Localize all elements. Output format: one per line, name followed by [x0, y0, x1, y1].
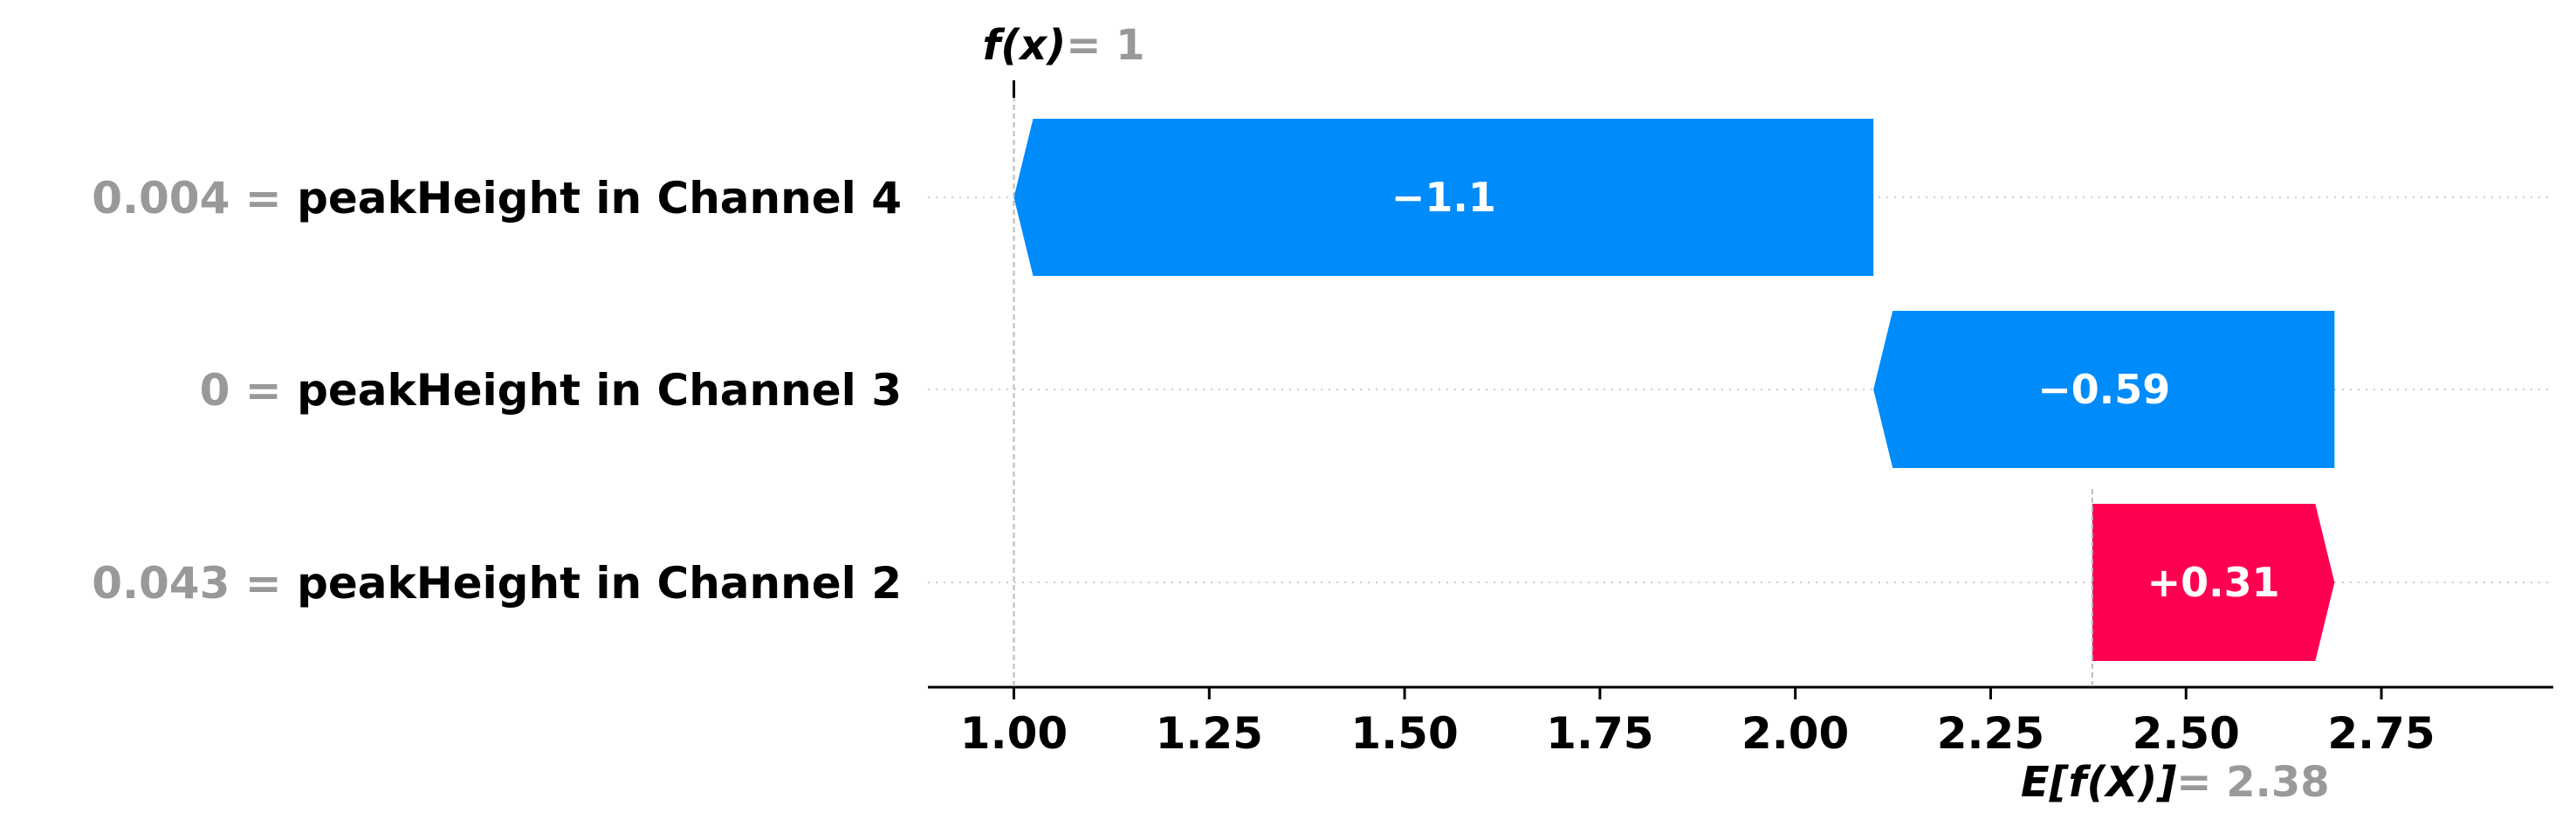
- x-tick-label: 1.50: [1350, 708, 1458, 759]
- x-tick-label: 1.00: [960, 708, 1068, 759]
- contribution-bars: −1.1 −0.59 +0.31: [1013, 119, 2335, 661]
- feature-label: 0 = peakHeight in Channel 3: [200, 365, 902, 416]
- x-axis: 1.00 1.25 1.50 1.75 2.00 2.25 2.50 2.75: [928, 685, 2553, 759]
- contribution-bar: [1013, 119, 1874, 276]
- feature-name: peakHeight in Channel 2: [297, 558, 902, 609]
- feature-name: peakHeight in Channel 3: [297, 365, 902, 416]
- output-value-annotation: f(x)= 1: [982, 21, 1144, 70]
- base-value-number: = 2.38: [2176, 758, 2329, 807]
- bar-value-label: −1.1: [1391, 174, 1496, 221]
- contribution-bar: [2092, 504, 2335, 661]
- feature-value: 0 =: [200, 365, 298, 416]
- feature-label: 0.043 = peakHeight in Channel 2: [92, 558, 902, 609]
- bar-value-label: −0.59: [2037, 366, 2170, 413]
- x-tick-label: 1.75: [1546, 708, 1653, 759]
- feature-label: 0.004 = peakHeight in Channel 4: [92, 173, 902, 224]
- feature-value: 0.043 =: [92, 558, 297, 609]
- output-value-number: = 1: [1066, 21, 1144, 70]
- contribution-bar: [1873, 311, 2335, 468]
- base-value-label: E[f(X)]: [2021, 758, 2176, 807]
- value-annotations: f(x)= 1 E[f(X)]= 2.38: [982, 21, 2329, 807]
- feature-value: 0.004 =: [92, 173, 297, 224]
- feature-name: peakHeight in Channel 4: [297, 173, 902, 224]
- x-tick-label: 2.75: [2327, 708, 2435, 759]
- feature-labels: 0.004 = peakHeight in Channel 4 0 = peakH…: [92, 173, 902, 609]
- bar-value-label: +0.31: [2147, 559, 2280, 606]
- x-tick-label: 2.25: [1937, 708, 2044, 759]
- base-value-annotation: E[f(X)]= 2.38: [2021, 758, 2330, 807]
- output-value-label: f(x): [982, 21, 1066, 70]
- x-tick-label: 1.25: [1156, 708, 1263, 759]
- x-tick-label: 2.50: [2133, 708, 2240, 759]
- x-tick-label: 2.00: [1741, 708, 1849, 759]
